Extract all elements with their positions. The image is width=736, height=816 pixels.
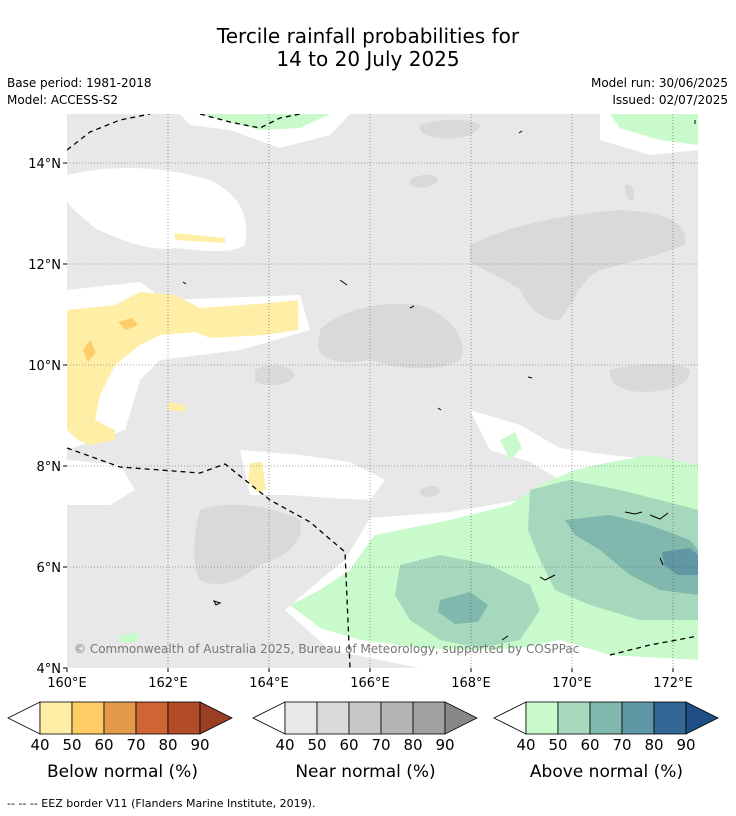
issued-date: Issued: 02/07/2025 (612, 93, 728, 107)
lat-label-6n: 6°N (37, 561, 62, 576)
colorbar-lower-extension (252, 701, 286, 735)
colorbar-tick-label: 50 (62, 736, 82, 754)
islands (182, 120, 696, 641)
lon-label-164e: 164°E (249, 676, 289, 691)
colorbar-tick-label: 50 (548, 736, 568, 754)
below-normal-label: Below normal (%) (47, 762, 198, 782)
colorbar-lower-extension (7, 701, 41, 735)
colorbar-segment (557, 701, 591, 735)
colorbar-segment (348, 701, 382, 735)
colorbar-segment (589, 701, 623, 735)
map-title-line2: 14 to 20 July 2025 (276, 47, 460, 71)
below-normal-40-north (175, 233, 225, 243)
above-normal-colorbar (493, 701, 719, 735)
lat-label-10n: 10°N (28, 359, 61, 374)
near-normal-50-south (194, 504, 301, 585)
eez-footnote: -- -- -- EEZ border V11 (Flanders Marine… (7, 797, 316, 810)
latitude-labels: 14°N 12°N 10°N 8°N 6°N 4°N (28, 157, 61, 677)
colorbar-segment (653, 701, 687, 735)
lon-label-170e: 170°E (552, 676, 592, 691)
map-area (67, 114, 698, 668)
colorbar-tick-label: 90 (676, 736, 696, 754)
colorbar-tick-label: 80 (403, 736, 423, 754)
eez-border (67, 114, 698, 668)
colorbar-tick-label: 40 (275, 736, 295, 754)
colorbar-segment (316, 701, 350, 735)
near-normal-50-center (318, 303, 463, 369)
near-normal-50-east (470, 210, 686, 321)
colorbar-tick-label: 60 (339, 736, 359, 754)
colorbar-tick-label: 70 (126, 736, 146, 754)
axis-ticks (63, 162, 674, 672)
model-name: Model: ACCESS-S2 (7, 93, 119, 107)
colorbar-segment (39, 701, 73, 735)
base-period: Base period: 1981-2018 (7, 76, 152, 90)
longitude-labels: 160°E 162°E 164°E 166°E 168°E 170°E 172°… (47, 676, 693, 691)
colorbar-segment (621, 701, 655, 735)
below-normal-40-west (67, 292, 298, 445)
above-normal-40-northeast (610, 114, 698, 145)
near-normal-label: Near normal (%) (295, 762, 436, 782)
colorbar-segment (103, 701, 137, 735)
colorbar-upper-extension (444, 701, 478, 735)
colorbar-segment (71, 701, 105, 735)
white-region-southwest (67, 460, 135, 505)
copyright-text: © Commonwealth of Australia 2025, Bureau… (74, 642, 579, 656)
colorbar-segment (135, 701, 169, 735)
colorbar-upper-extension (199, 701, 233, 735)
lon-label-172e: 172°E (653, 676, 693, 691)
colorbar-tick-label: 40 (30, 736, 50, 754)
colorbar-tick-label: 80 (644, 736, 664, 754)
colorbar-tick-label: 90 (435, 736, 455, 754)
near-normal-colorbar (252, 701, 478, 735)
colorbar-tick-label: 60 (94, 736, 114, 754)
colorbar-tick-label: 40 (516, 736, 536, 754)
colorbar-tick-label: 70 (371, 736, 391, 754)
graticule (67, 114, 698, 668)
above-normal-70-region (662, 548, 698, 575)
colorbar-lower-extension (493, 701, 527, 735)
colorbar-tick-label: 80 (158, 736, 178, 754)
above-normal-60-small (438, 592, 488, 624)
colorbar-tick-label: 50 (307, 736, 327, 754)
above-normal-60-region (565, 515, 698, 595)
lat-label-4n: 4°N (37, 662, 62, 677)
lon-label-166e: 166°E (350, 676, 390, 691)
colorbar-segment (284, 701, 318, 735)
white-region-north (67, 168, 247, 252)
colorbar-tick-label: 60 (580, 736, 600, 754)
colorbar-tick-label: 70 (612, 736, 632, 754)
model-run: Model run: 30/06/2025 (590, 76, 728, 90)
below-normal-colorbar (7, 701, 233, 735)
above-normal-40-top (200, 114, 330, 130)
lat-label-14n: 14°N (28, 157, 61, 172)
colorbar-segment (525, 701, 559, 735)
below-normal-50-region (118, 318, 138, 330)
lon-label-168e: 168°E (451, 676, 491, 691)
white-region-central (240, 450, 385, 500)
colorbar-tick-label: 90 (190, 736, 210, 754)
lon-label-160e: 160°E (47, 676, 87, 691)
colorbar-segment (380, 701, 414, 735)
lat-label-12n: 12°N (28, 258, 61, 273)
colorbar-segment (167, 701, 201, 735)
above-normal-label: Above normal (%) (529, 762, 684, 782)
lon-label-162e: 162°E (148, 676, 188, 691)
map-title-line1: Tercile rainfall probabilities for (216, 24, 520, 48)
lat-label-8n: 8°N (37, 460, 62, 475)
colorbar-upper-extension (685, 701, 719, 735)
colorbar-segment (412, 701, 446, 735)
